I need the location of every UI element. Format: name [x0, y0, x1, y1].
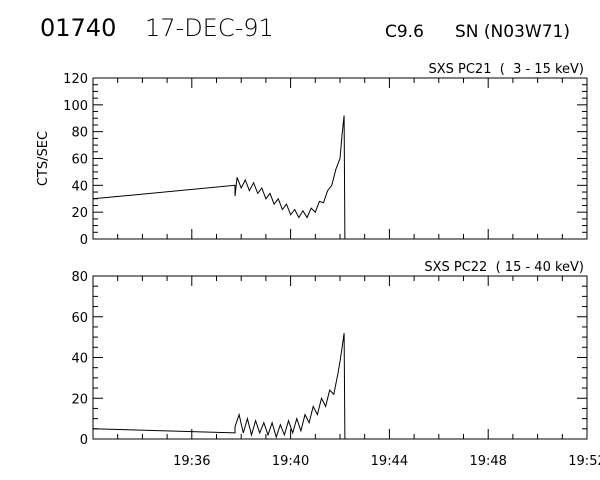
panel-2-x-tick-label: 19:36 — [173, 454, 210, 469]
panel-1-y-axis-label: CTS/SEC — [36, 131, 51, 186]
panel-1-series-line-1 — [92, 115, 346, 240]
panel-2-x-tick-label: 19:48 — [469, 454, 506, 469]
panel-1-y-tick-label: 20 — [71, 206, 88, 221]
panel-2-y-tick-label: 0 — [80, 433, 88, 448]
panel-2-plot-frame — [92, 275, 588, 440]
panel-2-y-tick-label: 80 — [71, 270, 88, 285]
panel-1-y-tick-label: 40 — [71, 179, 88, 194]
panel-1-y-tick-label: 60 — [71, 153, 88, 168]
panel-2-y-tick-label: 20 — [71, 392, 88, 407]
flare-class: C9.6 — [385, 22, 424, 42]
event-date: 17-DEC-91 — [145, 14, 274, 42]
panel-2-x-tick-label: 19:40 — [272, 454, 309, 469]
panel-2-x-tick-label: 19:44 — [371, 454, 408, 469]
panel-2-x-tick-label: 19:52 — [568, 454, 600, 469]
panel-1-y-tick-label: 80 — [71, 126, 88, 141]
panel-2-series-line-1 — [92, 333, 346, 440]
panel-1-chart-title: SXS PC21 ( 3 - 15 keV) — [428, 62, 584, 77]
panel-1-y-tick-label: 120 — [63, 72, 88, 87]
panel-1-y-tick-label: 0 — [80, 233, 88, 248]
flare-location: SN (N03W71) — [455, 22, 570, 42]
panel-2-y-tick-label: 60 — [71, 311, 88, 326]
panel-2-y-tick-label: 40 — [71, 352, 88, 367]
panel-2-chart-title: SXS PC22 ( 15 - 40 keV) — [424, 260, 584, 275]
panel-1-y-tick-label: 100 — [63, 99, 88, 114]
event-id: 01740 — [40, 14, 117, 42]
